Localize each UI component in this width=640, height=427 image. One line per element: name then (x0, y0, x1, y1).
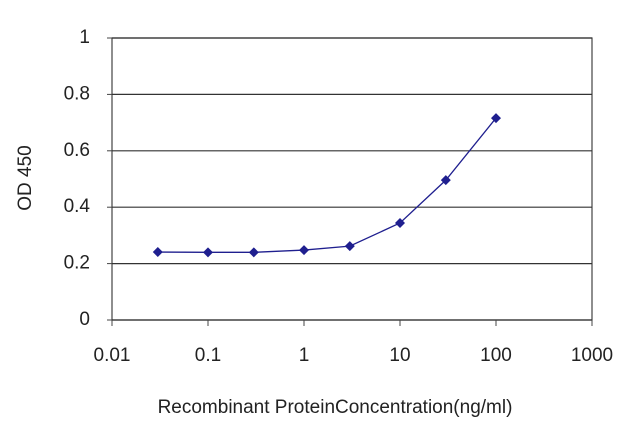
data-point (299, 245, 309, 256)
data-point (440, 175, 451, 186)
data-point (203, 247, 213, 258)
y-tick-label: 0.8 (64, 83, 90, 104)
data-point (248, 247, 259, 258)
data-point (344, 241, 355, 252)
data-point (491, 113, 501, 124)
x-tick-label: 0.01 (94, 345, 131, 366)
x-tick-label: 10 (389, 345, 410, 366)
x-tick-label: 1 (299, 345, 310, 366)
data-line (157, 117, 497, 253)
y-tick-label: 0 (79, 309, 90, 330)
y-tick-label: 0.4 (64, 196, 91, 217)
y-tick-label: 0.6 (64, 140, 90, 161)
x-tick-label: 0.1 (195, 345, 221, 366)
y-tick-label: 1 (79, 27, 90, 48)
x-axis-label: Recombinant ProteinConcentration(ng/ml) (158, 397, 513, 418)
data-point (395, 217, 405, 228)
data-point (152, 247, 163, 258)
y-axis-label: OD 450 (15, 145, 36, 210)
y-tick-label: 0.2 (64, 253, 90, 274)
x-tick-label: 1000 (571, 345, 613, 366)
plot-area (111, 37, 593, 321)
x-tick-label: 100 (480, 345, 512, 366)
